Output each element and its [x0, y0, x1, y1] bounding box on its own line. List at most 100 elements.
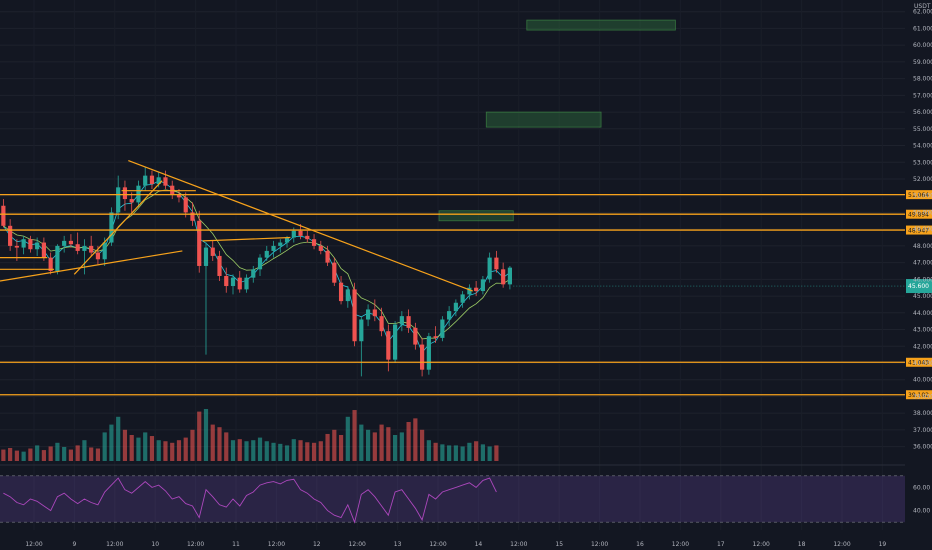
time-axis[interactable]: 12:00 9 12:00 10 12:00 11 12:00 12 12:00 13 12:00 1… — [25, 541, 886, 548]
y-tick-label: 46.000 — [913, 276, 932, 283]
candle-body — [318, 245, 323, 251]
candle-body — [1, 205, 6, 226]
trendline — [73, 180, 163, 275]
candle-body — [237, 277, 242, 290]
level-price-tag — [906, 390, 932, 400]
volume-bar — [359, 424, 364, 461]
volume-bar — [365, 429, 371, 461]
candle-body — [487, 257, 492, 280]
volume-bar — [426, 440, 431, 461]
volume-bar — [487, 446, 492, 461]
grid — [0, 11, 905, 448]
volume-bar — [318, 441, 323, 461]
volume-bar — [237, 439, 242, 461]
candle-body — [48, 257, 53, 271]
candle-body — [406, 316, 411, 328]
x-tick-label: 17 — [717, 541, 725, 548]
candle-body — [210, 247, 215, 256]
candle-body — [244, 277, 249, 290]
volume-bar — [102, 432, 107, 461]
volume-bar — [55, 442, 60, 461]
volume-bar — [271, 442, 276, 461]
candle-body — [278, 242, 283, 246]
candles — [1, 167, 513, 377]
volume-bar — [230, 440, 236, 461]
candle-body — [399, 316, 404, 325]
volume-bar — [460, 446, 465, 461]
candle-body — [474, 287, 479, 292]
volume-bar — [109, 424, 114, 461]
volume-bar — [298, 440, 303, 461]
volume-bar — [474, 441, 479, 461]
level-price-tag — [906, 357, 932, 367]
price-axis[interactable]: USDT 62.000 61.000 60.000 59.000 58.000 57.00… — [913, 3, 932, 515]
target-zone — [526, 19, 676, 31]
y-tick-label: 53.000 — [913, 159, 932, 166]
y-tick-label: 48.000 — [913, 243, 932, 250]
current-price-tag — [906, 279, 932, 294]
rsi-band — [0, 475, 905, 523]
volume-bar — [48, 446, 53, 461]
y-tick-label: 36.000 — [913, 444, 932, 451]
candle-body — [41, 242, 46, 258]
candle-body — [197, 220, 202, 266]
target-zone — [485, 111, 602, 128]
x-tick-label: 12:00 — [25, 541, 42, 548]
y-tick-label: 37.000 — [913, 427, 932, 434]
volume-bar — [1, 449, 6, 461]
x-tick-label: 10 — [151, 541, 159, 548]
candle-body — [183, 197, 188, 213]
candle-body — [230, 277, 236, 287]
candle-body — [217, 255, 222, 276]
volume-bar — [163, 441, 168, 461]
y-tick-label: 62.000 — [913, 9, 932, 16]
x-tick-label: 15 — [555, 541, 563, 548]
volume-bar — [244, 441, 249, 461]
trendline — [0, 250, 183, 282]
y-tick-label: 47.000 — [913, 260, 932, 267]
y-tick-label: 49.000 — [913, 226, 932, 233]
quote-unit-label: USDT — [914, 3, 931, 10]
volume-bar — [176, 440, 182, 461]
volume-bar — [392, 435, 398, 461]
candle-body — [109, 212, 114, 243]
level-price-label: 41.043 — [908, 359, 929, 366]
y-tick-label: 56.000 — [913, 109, 932, 116]
volume-bar — [379, 424, 384, 461]
volume-bar — [197, 411, 202, 461]
candle-body — [14, 245, 19, 248]
volume-bar — [257, 437, 263, 461]
candle-body — [55, 245, 60, 271]
candle-body — [392, 324, 398, 360]
volume-bar — [75, 445, 80, 461]
volume-bar — [406, 422, 411, 461]
volume-bar — [95, 448, 101, 461]
rsi-line — [3, 477, 497, 524]
volume-bar — [224, 432, 229, 461]
level-price-tag — [906, 209, 932, 219]
x-tick-label: 19 — [879, 541, 887, 548]
rsi-tick-label: 40.00 — [913, 508, 930, 515]
trendline — [128, 160, 473, 292]
volume-bar — [62, 446, 67, 461]
target-zone — [438, 210, 514, 222]
volume-bar — [149, 436, 155, 461]
volume-bar — [264, 441, 269, 461]
volume-bar — [399, 432, 404, 461]
candle-body — [467, 287, 472, 295]
y-tick-label: 61.000 — [913, 25, 932, 32]
rsi-pane — [0, 464, 905, 524]
candle-body — [440, 319, 445, 338]
candle-body — [28, 239, 33, 250]
volume-bar — [413, 418, 418, 461]
y-tick-label: 55.000 — [913, 126, 932, 133]
level-price-label: 48.947 — [908, 227, 929, 234]
candle-body — [372, 309, 377, 317]
volume-bar — [41, 450, 46, 461]
candle-body — [453, 302, 458, 312]
level-price-label: 49.894 — [908, 211, 929, 218]
y-tick-label: 60.000 — [913, 42, 932, 49]
x-tick-label: 12:00 — [106, 541, 123, 548]
